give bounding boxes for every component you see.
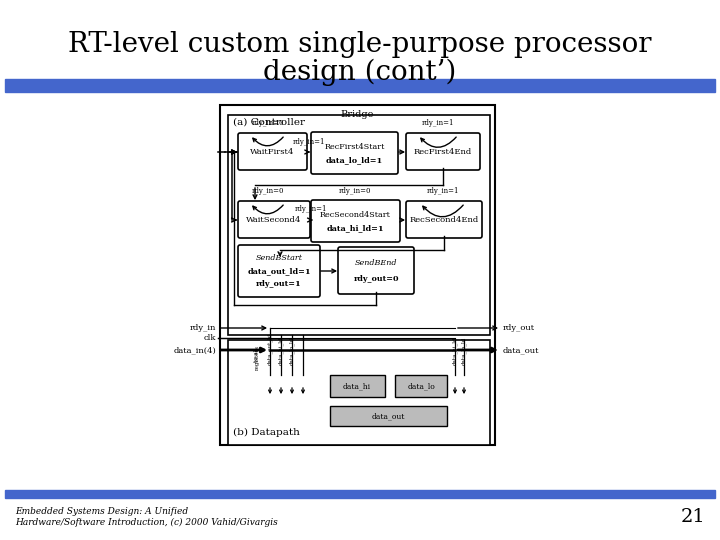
Bar (228, 115, 490, 335)
FancyBboxPatch shape (406, 201, 482, 238)
Text: data_lo_ld=1: data_lo_ld=1 (326, 157, 383, 165)
Text: RT-level custom single-purpose processor: RT-level custom single-purpose processor (68, 31, 652, 58)
Text: data_hi: data_hi (343, 382, 371, 390)
Bar (228, 340, 490, 445)
FancyBboxPatch shape (311, 132, 398, 174)
Text: rdy_in=0: rdy_in=0 (252, 187, 284, 195)
FancyBboxPatch shape (238, 245, 320, 297)
Bar (220, 105, 495, 445)
Text: clk: clk (204, 334, 216, 342)
Text: rdy_in=1: rdy_in=1 (422, 119, 454, 127)
FancyBboxPatch shape (311, 200, 400, 242)
Text: Embedded Systems Design: A Unified: Embedded Systems Design: A Unified (15, 508, 188, 516)
Text: rdy_out=1: rdy_out=1 (256, 280, 302, 288)
Text: (a) Controller: (a) Controller (233, 118, 305, 127)
Bar (330, 406, 447, 426)
Text: data_in(4): data_in(4) (174, 346, 216, 354)
Text: design (cont’): design (cont’) (264, 58, 456, 86)
Text: rdy_out=0: rdy_out=0 (354, 275, 399, 283)
FancyBboxPatch shape (238, 133, 307, 170)
Text: data_lo_ld: data_lo_ld (462, 337, 467, 365)
Text: rdy_out: rdy_out (503, 324, 535, 332)
Text: SendBStart: SendBStart (256, 254, 302, 261)
Text: SendBEnd: SendBEnd (355, 259, 397, 267)
Text: registers: registers (254, 345, 259, 370)
Text: data_hi_ld: data_hi_ld (452, 336, 458, 365)
Text: (b) Datapath: (b) Datapath (233, 428, 300, 437)
Text: data_out: data_out (372, 412, 405, 420)
Bar (5, 79, 715, 92)
Text: to all: to all (254, 348, 259, 362)
Text: Hardware/Software Introduction, (c) 2000 Vahid/Givargis: Hardware/Software Introduction, (c) 2000… (15, 517, 278, 526)
Text: RecSecond4Start: RecSecond4Start (320, 211, 391, 219)
FancyBboxPatch shape (338, 247, 414, 294)
Bar (395, 375, 447, 397)
Text: data_hi_ld: data_hi_ld (278, 336, 284, 365)
Text: data_hi_ld=1: data_hi_ld=1 (327, 225, 384, 233)
Text: rdy_in: rdy_in (189, 324, 216, 332)
Text: data_out_ld: data_out_ld (267, 333, 273, 365)
Text: 21: 21 (680, 508, 705, 526)
Text: rdy_in=1: rdy_in=1 (293, 138, 325, 146)
FancyBboxPatch shape (238, 201, 310, 238)
FancyBboxPatch shape (406, 133, 480, 170)
Text: rdy_in=0: rdy_in=0 (338, 187, 372, 195)
Text: RecFirst4End: RecFirst4End (414, 147, 472, 156)
Text: data_lo: data_lo (407, 382, 435, 390)
Text: WaitFirst4: WaitFirst4 (251, 147, 294, 156)
Text: rdy_in=1: rdy_in=1 (294, 205, 327, 213)
Text: rdy_in=1: rdy_in=1 (427, 187, 459, 195)
Text: WaitSecond4: WaitSecond4 (246, 215, 302, 224)
Text: data_lo_ld: data_lo_ld (289, 337, 294, 365)
Text: Bridge: Bridge (341, 110, 374, 119)
Text: RecFirst4Start: RecFirst4Start (324, 143, 384, 151)
Text: data_out: data_out (503, 346, 539, 354)
Text: rdy_in=0: rdy_in=0 (252, 119, 284, 127)
Text: data_out_ld=1: data_out_ld=1 (247, 267, 311, 275)
Bar (330, 375, 385, 397)
Bar (5, 490, 715, 498)
Text: RecSecond4End: RecSecond4End (410, 215, 479, 224)
